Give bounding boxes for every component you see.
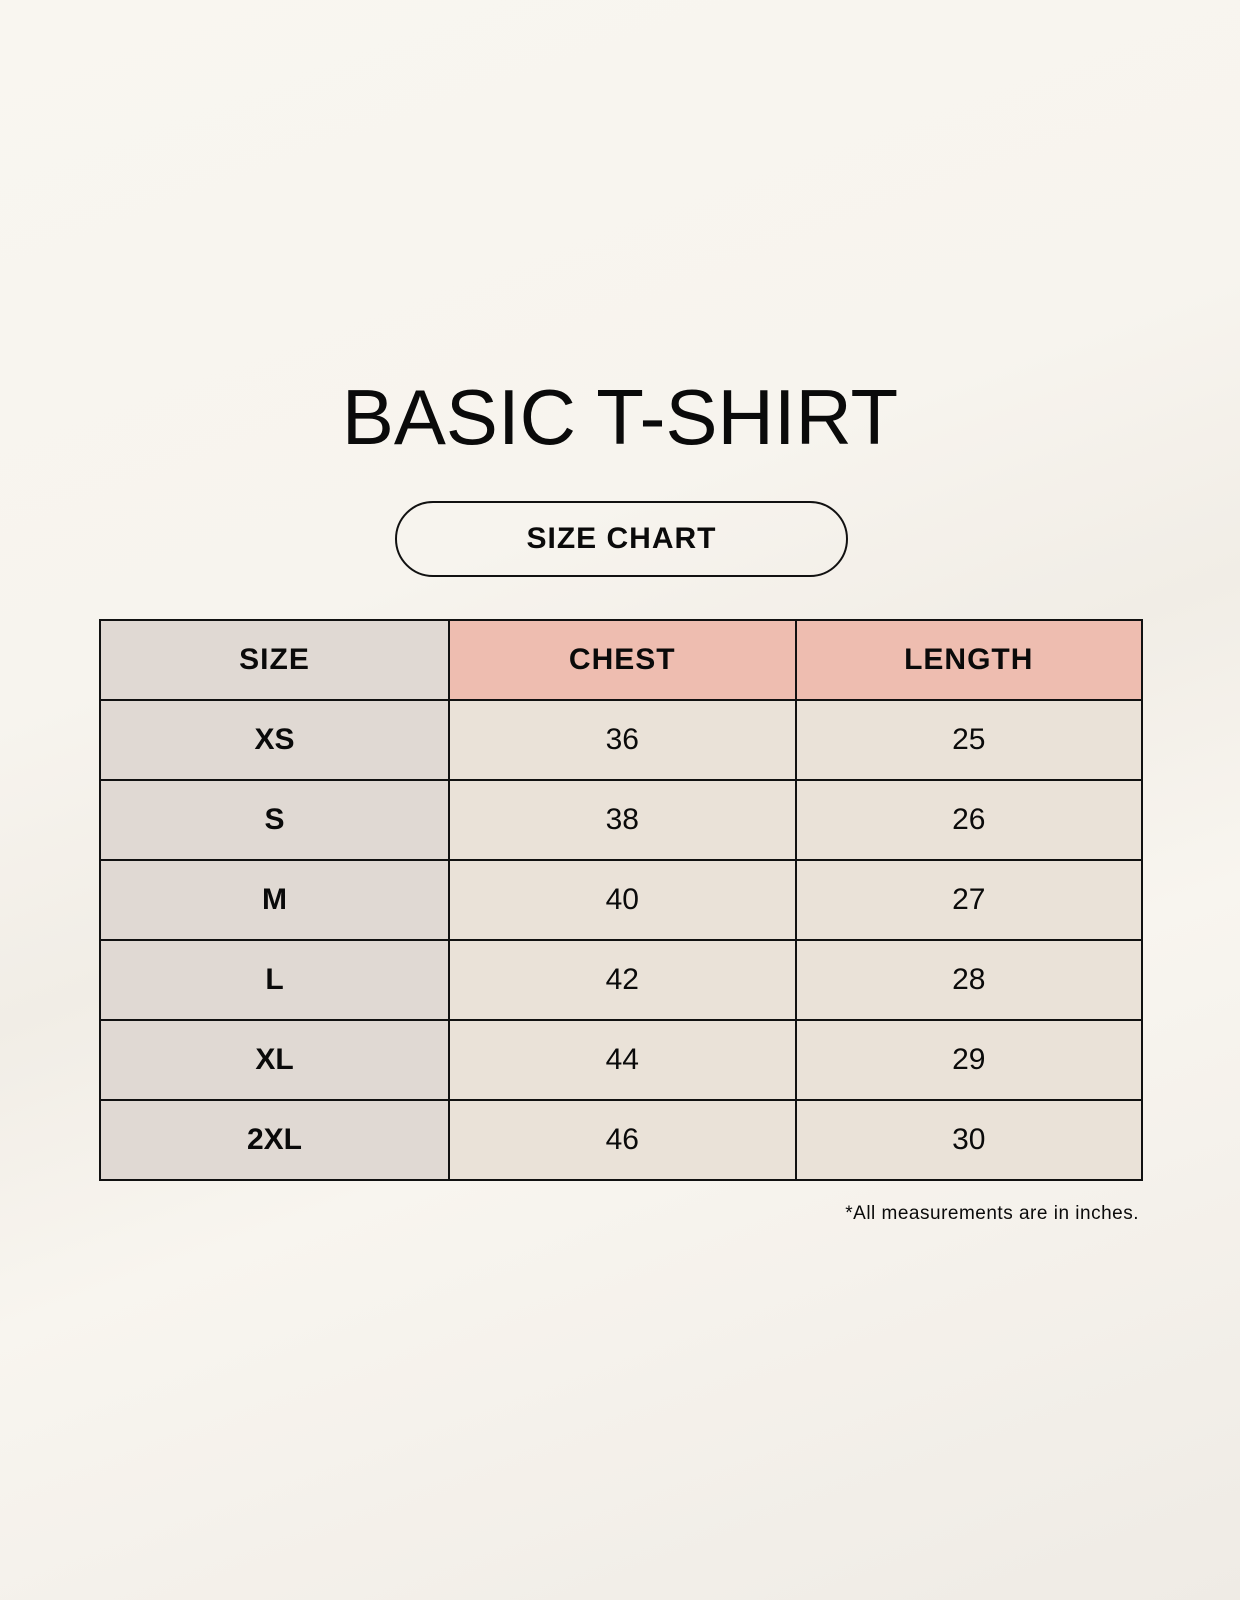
- cell-size: XS: [99, 699, 450, 781]
- cell-chest: 42: [448, 939, 797, 1021]
- table-row: 2XL 46 30: [99, 1099, 1143, 1181]
- footnote: *All measurements are in inches.: [845, 1203, 1139, 1224]
- table-row: S 38 26: [99, 779, 1143, 861]
- cell-chest: 44: [448, 1019, 797, 1101]
- cell-length: 28: [794, 939, 1143, 1021]
- cell-size: M: [99, 859, 450, 941]
- header-length: LENGTH: [794, 619, 1143, 701]
- cell-size: S: [99, 779, 450, 861]
- table-row: XL 44 29: [99, 1019, 1143, 1101]
- table-row: XS 36 25: [99, 699, 1143, 781]
- cell-chest: 38: [448, 779, 797, 861]
- cell-size: XL: [99, 1019, 450, 1101]
- table-header-row: SIZE CHEST LENGTH: [99, 619, 1143, 701]
- cell-length: 29: [794, 1019, 1143, 1101]
- cell-length: 26: [794, 779, 1143, 861]
- size-chart-table: SIZE CHEST LENGTH XS 36 25 S 38 26 M 40 27 L 42 28 X…: [99, 619, 1143, 1181]
- cell-chest: 46: [448, 1099, 797, 1181]
- cell-length: 30: [794, 1099, 1143, 1181]
- table-row: L 42 28: [99, 939, 1143, 1021]
- header-chest: CHEST: [448, 619, 797, 701]
- cell-chest: 36: [448, 699, 797, 781]
- cell-size: L: [99, 939, 450, 1021]
- cell-length: 27: [794, 859, 1143, 941]
- size-chart-badge: SIZE CHART: [395, 501, 848, 577]
- cell-size: 2XL: [99, 1099, 450, 1181]
- cell-length: 25: [794, 699, 1143, 781]
- table-row: M 40 27: [99, 859, 1143, 941]
- page-title: BASIC T-SHIRT: [341, 373, 899, 461]
- cell-chest: 40: [448, 859, 797, 941]
- header-size: SIZE: [99, 619, 450, 701]
